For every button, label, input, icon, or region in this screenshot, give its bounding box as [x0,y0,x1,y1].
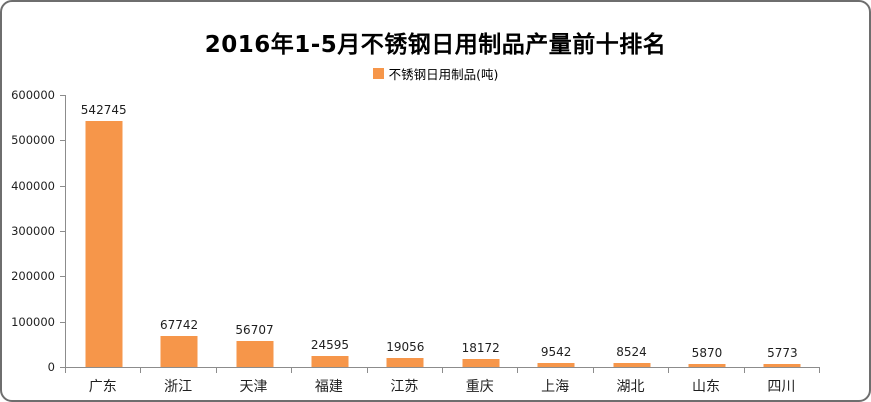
y-tick-mark [60,95,65,96]
y-tick-label: 0 [47,360,55,374]
legend-label: 不锈钢日用制品(吨) [388,67,499,82]
y-tick-label: 300000 [11,224,55,238]
y-tick-label: 600000 [11,88,55,102]
bar [537,362,575,367]
bar-value-label: 9542 [540,344,572,359]
x-tick-mark [140,368,142,373]
x-tick-mark [668,368,670,373]
y-tick-mark [60,231,65,232]
x-tick-mark [366,368,368,373]
x-axis-label: 山东 [691,379,720,395]
x-tick-mark [65,368,66,373]
x-axis-label: 福建 [314,379,343,395]
y-tick-label: 500000 [11,133,55,148]
bar-value-label: 56707 [235,323,274,338]
x-tick-mark [517,368,519,373]
bar [311,355,349,367]
bar-slot: 24595 [292,95,367,367]
bar-value-label: 18172 [461,340,500,355]
y-tick-label: 400000 [11,178,55,193]
y-tick-mark [60,367,65,368]
bar-value-label: 19056 [386,340,425,355]
bar-slot: 19056 [368,95,443,367]
bar [688,364,726,367]
y-tick-mark [60,322,65,323]
legend-color-swatch-icon [372,68,384,79]
y-tick-label: 200000 [11,269,55,284]
x-tick-mark [743,368,745,373]
bar [160,336,198,367]
x-tick-mark [592,368,594,373]
legend: 不锈钢日用制品(吨) [2,64,869,83]
y-tick-mark [60,140,65,141]
bar-slot: 9542 [518,95,593,367]
bars-container: 542745 67742 56707 24595 19056 18172 9542 8524 5… [66,95,820,367]
bar-slot: 56707 [217,95,292,367]
x-axis-label: 重庆 [465,379,494,395]
x-axis-label: 天津 [239,379,268,395]
x-tick-mark [442,368,443,373]
bar-slot: 18172 [443,95,518,367]
x-axis-label: 四川 [767,379,796,395]
x-tick-mark [215,368,217,373]
bar [236,341,274,367]
x-axis-labels: 广东 浙江 天津 福建 江苏 重庆 上海 湖北 山东 四川 [65,376,819,396]
y-tick-mark [60,186,65,187]
bar-slot: 5870 [669,95,744,367]
bar-slot: 5773 [745,95,820,367]
x-tick-mark [819,368,820,373]
x-axis-label: 广东 [88,379,117,395]
bar [462,358,500,367]
bar-value-label: 8524 [616,345,647,360]
x-axis-label: 浙江 [164,379,193,395]
plot-area: 542745 67742 56707 24595 19056 18172 9542 8524 5… [65,95,820,368]
bar-value-label: 24595 [310,337,350,352]
y-tick-mark [60,276,65,277]
x-axis-label: 江苏 [390,379,419,395]
x-axis-label: 上海 [541,379,570,395]
x-axis-label: 湖北 [616,379,645,395]
bar-slot: 8524 [594,95,669,367]
bar-value-label: 5773 [767,346,798,361]
bar [85,120,123,367]
y-tick-label: 100000 [11,314,55,329]
bar [763,364,801,367]
bar-value-label: 67742 [160,318,199,333]
chart-title: 2016年1-5月不锈钢日用制品产量前十排名 [204,32,667,58]
bar-value-label: 542745 [80,102,127,117]
bar [386,358,424,367]
x-tick-mark [291,368,293,373]
bar-value-label: 5870 [691,346,723,361]
bar-slot: 542745 [66,95,141,367]
bar [613,363,651,367]
bar-slot: 67742 [141,95,216,367]
